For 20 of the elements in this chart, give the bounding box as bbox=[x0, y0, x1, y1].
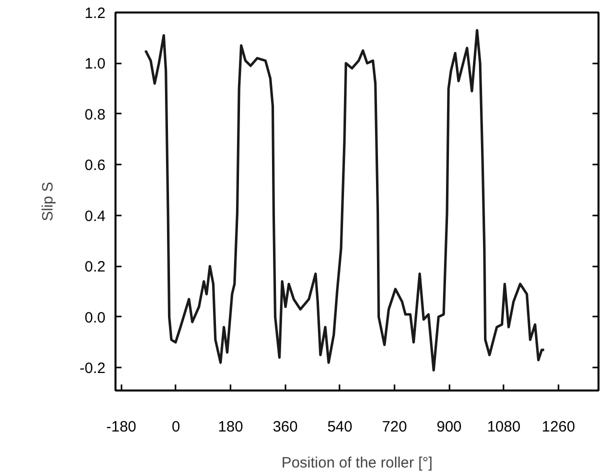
y-tick-label: 0.6 bbox=[84, 157, 106, 174]
x-tick-label: 1080 bbox=[487, 418, 520, 436]
y-tick-label: 1.0 bbox=[84, 56, 106, 73]
y-tick-label: 1.2 bbox=[84, 5, 106, 22]
y-tick-label: -0.2 bbox=[80, 360, 106, 378]
y-axis-title: Slip S bbox=[40, 182, 57, 222]
x-tick-label: 1260 bbox=[542, 418, 576, 436]
x-tick-label: 720 bbox=[382, 418, 408, 436]
line-series bbox=[144, 29, 546, 372]
y-tick-label: 0.4 bbox=[84, 208, 106, 225]
y-tick-label: 0.2 bbox=[84, 258, 106, 276]
x-axis-title: Position of the roller [°] bbox=[281, 454, 433, 472]
x-tick-label: 900 bbox=[436, 418, 462, 436]
y-tick-label: 0.0 bbox=[84, 309, 106, 326]
x-tick-label: 180 bbox=[218, 418, 244, 436]
y-tick-label: 0.8 bbox=[84, 106, 106, 124]
x-tick-label: -180 bbox=[106, 418, 136, 436]
x-tick-label: 0 bbox=[172, 418, 180, 436]
x-tick-label: 540 bbox=[327, 418, 352, 436]
x-tick-label: 360 bbox=[272, 418, 298, 436]
